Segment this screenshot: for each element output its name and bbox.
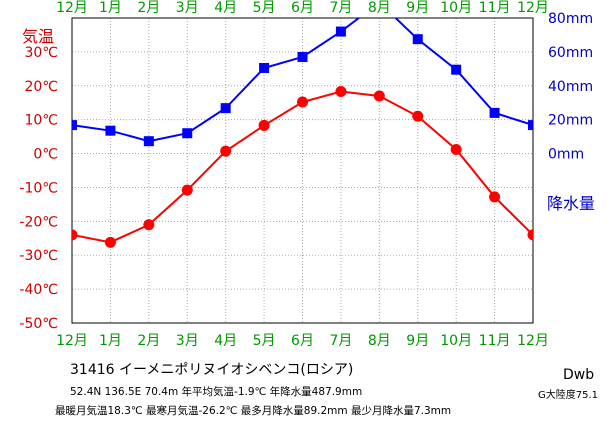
left-tick-label: 20℃ [24,79,58,95]
left-tick-label: 10℃ [24,113,58,129]
precipitation-point [528,120,533,131]
right-tick-label: 0mm [548,147,584,163]
right-tick-label: 80mm [548,11,593,27]
bottom-month-label: 9月 [406,333,429,349]
top-month-label: 3月 [176,0,199,16]
top-month-label: 4月 [214,0,237,16]
bottom-month-label: 4月 [214,333,237,349]
right-tick-label: 20mm [548,113,593,129]
temperature-point [143,219,155,231]
temperature-point [258,119,270,131]
grid-lines [72,18,533,323]
top-month-label: 11月 [479,0,511,16]
precipitation-point [412,34,423,45]
bottom-month-label: 5月 [253,333,276,349]
precipitation-point [143,136,154,147]
precipitation-point [259,62,270,73]
top-month-label: 6月 [291,0,314,16]
left-tick-label: -40℃ [19,282,58,298]
left-tick-label: 0℃ [33,147,58,163]
top-month-labels: 12月 1月 2月 3月 4月 5月 6月 7月 8月 9月 10月 11月 12月 [56,0,549,16]
temperature-point [450,143,462,155]
temperature-point [220,145,232,157]
bottom-month-label: 1月 [99,333,122,349]
top-month-label: 10月 [440,0,472,16]
bottom-month-label: 7月 [329,333,352,349]
left-tick-label: -30℃ [19,248,58,264]
bottom-month-label: 11月 [479,333,511,349]
bottom-month-label: 10月 [440,333,472,349]
temperature-point [412,110,424,122]
top-month-label: 9月 [406,0,429,16]
left-tick-label: -10℃ [19,180,58,196]
plot-frame [71,17,534,324]
precipitation-series [72,18,533,147]
temperature-point [373,90,385,102]
right-axis-title: 降水量 [547,194,595,213]
top-month-label: 7月 [329,0,352,16]
temperature-point [104,236,116,248]
temperature-point [489,191,501,203]
station-title: 31416 イーメニポリヌイオシベンコ(ロシア) [70,362,354,378]
left-tick-label: 30℃ [24,45,58,61]
left-axis-title: 気温 [22,27,54,46]
left-axis-ticks: 30℃ 20℃ 10℃ 0℃ -10℃ -20℃ -30℃ -40℃ -50℃ [19,45,58,332]
bottom-month-label: 6月 [291,333,314,349]
left-tick-label: -20℃ [19,214,58,230]
bottom-month-labels: 12月 1月 2月 3月 4月 5月 6月 7月 8月 9月 10月 11月 12月 [56,333,549,349]
precipitation-point [451,64,462,75]
temperature-point [181,184,193,196]
top-month-label: 1月 [99,0,122,16]
top-month-label: 8月 [368,0,391,16]
precipitation-point [489,107,500,118]
series-layer [72,18,533,248]
precipitation-point [182,128,193,139]
bottom-month-label: 8月 [368,333,391,349]
top-month-label: 12月 [56,0,88,16]
temperature-series [72,86,533,248]
temperature-point [72,229,78,241]
top-month-label: 12月 [517,0,549,16]
precipitation-point [297,51,308,62]
precipitation-point [335,26,346,37]
continentality: G大陸度75.1 [538,390,599,401]
precipitation-point [220,103,231,114]
precipitation-point [105,125,116,136]
right-tick-label: 60mm [548,45,593,61]
temperature-point [335,86,347,98]
bottom-month-label: 12月 [517,333,549,349]
climate-code: Dwb [563,367,595,383]
top-month-label: 5月 [253,0,276,16]
station-info-line1: 52.4N 136.5E 70.4m 年平均気温-1.9℃ 年降水量487.9m… [70,386,363,398]
left-tick-label: -50℃ [19,316,58,332]
temperature-point [527,229,533,241]
bottom-month-label: 2月 [137,333,160,349]
precipitation-point [72,120,77,131]
temperature-point [297,96,308,108]
bottom-month-label: 3月 [176,333,199,349]
right-axis-ticks: 80mm 60mm 40mm 20mm 0mm [548,11,593,163]
station-info-line2: 最暖月気温18.3℃ 最寒月気温-26.2℃ 最多月降水量89.2mm 最少月降… [55,405,452,417]
bottom-month-label: 12月 [56,333,88,349]
top-month-label: 2月 [137,0,160,16]
right-tick-label: 40mm [548,79,593,95]
